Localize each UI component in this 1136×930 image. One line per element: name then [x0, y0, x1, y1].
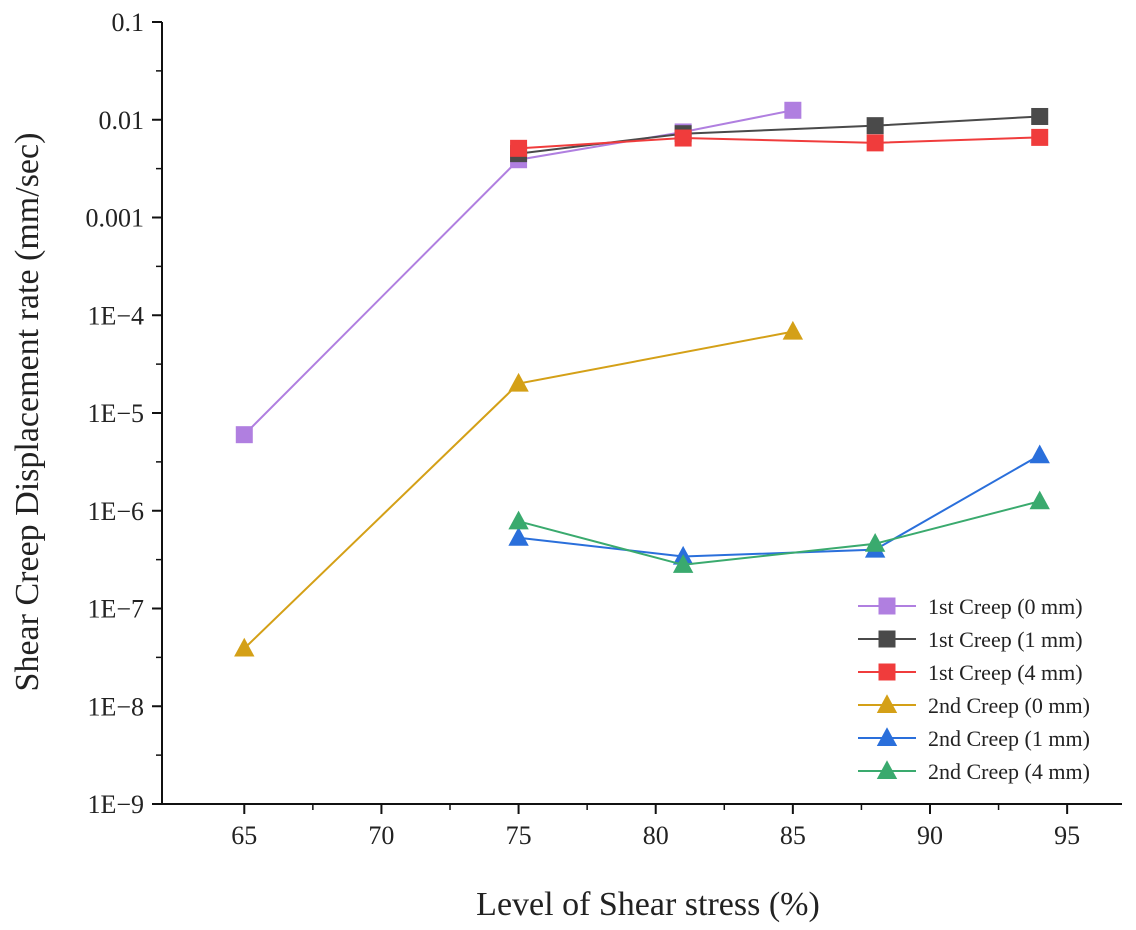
x-tick-label: 80	[643, 821, 669, 850]
legend-label: 2nd Creep (0 mm)	[928, 693, 1090, 718]
x-tick-label: 75	[506, 821, 532, 850]
data-point	[510, 139, 528, 157]
y-tick-label: 1E−9	[87, 790, 144, 819]
series-line	[243, 109, 794, 436]
legend-label: 1st Creep (0 mm)	[928, 594, 1083, 619]
data-point	[674, 129, 692, 147]
y-tick-label: 0.1	[112, 8, 145, 37]
x-tick-label: 70	[368, 821, 394, 850]
x-tick-label: 85	[780, 821, 806, 850]
series-line	[518, 500, 1040, 566]
x-tick-label: 95	[1054, 821, 1080, 850]
data-point	[866, 134, 884, 152]
y-tick-label: 1E−6	[87, 497, 144, 526]
x-axis-title: Level of Shear stress (%)	[476, 886, 820, 923]
legend-item: 2nd Creep (1 mm)	[858, 726, 1090, 751]
y-tick-label: 1E−7	[87, 595, 144, 624]
data-point	[864, 533, 886, 552]
series-line	[518, 115, 1040, 155]
y-tick-label: 0.01	[99, 106, 145, 135]
legend-label: 2nd Creep (1 mm)	[928, 726, 1090, 751]
data-point	[784, 101, 802, 119]
data-point	[508, 372, 529, 392]
data-point	[234, 637, 255, 657]
legend-marker	[876, 694, 898, 714]
legend-item: 1st Creep (1 mm)	[858, 627, 1083, 652]
data-point	[508, 526, 529, 546]
legend-marker	[876, 727, 898, 747]
y-tick-label: 1E−8	[87, 692, 144, 721]
x-tick-label: 65	[231, 821, 257, 850]
legend-marker	[878, 597, 896, 615]
series-3	[510, 128, 1049, 157]
legend-label: 1st Creep (1 mm)	[928, 627, 1083, 652]
data-point	[1029, 444, 1050, 464]
y-axis: 1E−9 1E−8 1E−7 1E−6 1E−5 1E−4 0.001 0.01 0.1	[86, 8, 162, 819]
legend-marker	[878, 630, 896, 648]
legend-label: 2nd Creep (4 mm)	[928, 759, 1090, 784]
x-axis: 65 70 75 80 85 90 95	[231, 804, 1080, 850]
x-tick-label: 90	[917, 821, 943, 850]
legend-marker	[878, 663, 896, 681]
legend-item: 2nd Creep (0 mm)	[858, 693, 1090, 718]
legend-item: 1st Creep (0 mm)	[858, 594, 1083, 619]
data-point	[1031, 107, 1049, 125]
data-point	[235, 426, 253, 444]
data-point	[672, 554, 694, 573]
series-layer	[234, 101, 1050, 657]
data-point	[1031, 128, 1049, 146]
legend: 1st Creep (0 mm) 1st Creep (1 mm) 1st Cree…	[858, 594, 1090, 784]
series-line	[518, 454, 1041, 558]
y-axis-title: Shear Creep Displacement rate (mm/sec)	[9, 133, 46, 692]
data-point	[1029, 490, 1050, 510]
data-point	[866, 117, 884, 135]
series-5	[508, 444, 1050, 565]
y-tick-label: 0.001	[86, 204, 145, 233]
legend-item: 2nd Creep (4 mm)	[858, 759, 1090, 784]
data-point	[782, 320, 804, 340]
legend-item: 1st Creep (4 mm)	[858, 660, 1083, 685]
series-line	[518, 136, 1040, 150]
data-point	[508, 510, 529, 530]
y-tick-label: 1E−4	[87, 301, 144, 330]
y-tick-label: 1E−5	[87, 399, 144, 428]
series-6	[508, 490, 1050, 573]
legend-label: 1st Creep (4 mm)	[928, 660, 1083, 685]
series-2	[510, 107, 1049, 163]
legend-marker	[876, 760, 898, 780]
series-4	[234, 320, 804, 657]
